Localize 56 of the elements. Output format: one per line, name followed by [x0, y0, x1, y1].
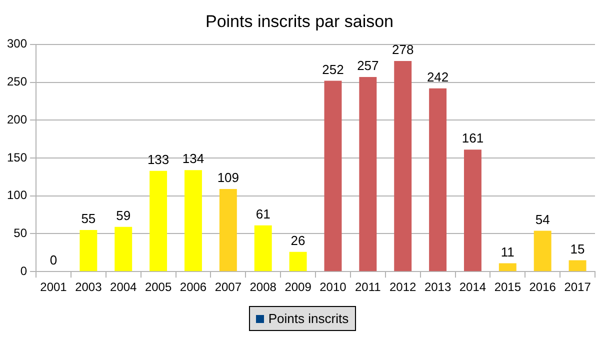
- chart-title: Points inscrits par saison: [205, 12, 394, 31]
- text: Points inscrits: [268, 311, 349, 326]
- bar: [394, 61, 412, 272]
- bar: [498, 263, 516, 272]
- bar: [464, 150, 482, 272]
- x-tick-label: 2006: [180, 280, 207, 294]
- data-label: 55: [81, 211, 96, 226]
- data-label: 161: [462, 130, 484, 146]
- y-tick-label: 300: [6, 36, 28, 51]
- bar: [219, 189, 237, 272]
- data-label: 109: [217, 170, 240, 186]
- x-tick-label: 2011: [355, 280, 382, 294]
- data-label: 26: [290, 232, 306, 248]
- bar: [114, 226, 132, 272]
- bar: [568, 260, 586, 272]
- x-tick-label: 2009: [284, 280, 312, 294]
- x-tick-label: 2008: [250, 280, 277, 294]
- bar: [359, 76, 377, 272]
- bar: [184, 170, 202, 272]
- data-label: 257: [357, 58, 379, 74]
- data-label: 59: [116, 208, 131, 223]
- x-tick-label: 2017: [564, 280, 592, 294]
- bar: [429, 88, 447, 272]
- bar: [254, 225, 272, 272]
- y-tick-label: 50: [14, 226, 28, 240]
- y-tick-label: 100: [6, 188, 28, 202]
- y-tick-label: 250: [6, 74, 28, 89]
- bar: [80, 230, 98, 272]
- x-tick-label: 2013: [424, 280, 452, 294]
- data-label: 242: [426, 69, 449, 84]
- y-tick-label: 150: [6, 150, 28, 164]
- x-tick-label: 2007: [214, 280, 242, 294]
- y-tick-label: 200: [6, 112, 28, 126]
- x-tick-label: 2003: [75, 280, 102, 294]
- bar: [324, 80, 342, 272]
- x-tick-label: 2014: [459, 280, 486, 294]
- data-label: 54: [535, 212, 550, 227]
- data-label: 252: [322, 62, 344, 77]
- x-tick-label: 2001: [40, 280, 68, 294]
- y-tick-label: 0: [20, 264, 28, 278]
- data-label: 0: [50, 252, 58, 268]
- x-tick-label: 2010: [320, 280, 347, 294]
- data-label: 278: [392, 42, 414, 58]
- data-label: 134: [182, 151, 204, 166]
- bar: [289, 252, 307, 272]
- data-label: 15: [570, 241, 585, 256]
- bar: [534, 230, 552, 272]
- bar: [150, 170, 168, 272]
- x-tick-label: 2012: [390, 280, 417, 294]
- x-tick-label: 2016: [529, 280, 556, 294]
- data-label: 133: [147, 152, 170, 167]
- x-tick-label: 2015: [494, 280, 522, 294]
- x-tick-label: 2005: [144, 280, 172, 294]
- x-tick-label: 2004: [110, 280, 138, 294]
- data-label: 11: [500, 244, 514, 260]
- data-label: 61: [256, 206, 270, 222]
